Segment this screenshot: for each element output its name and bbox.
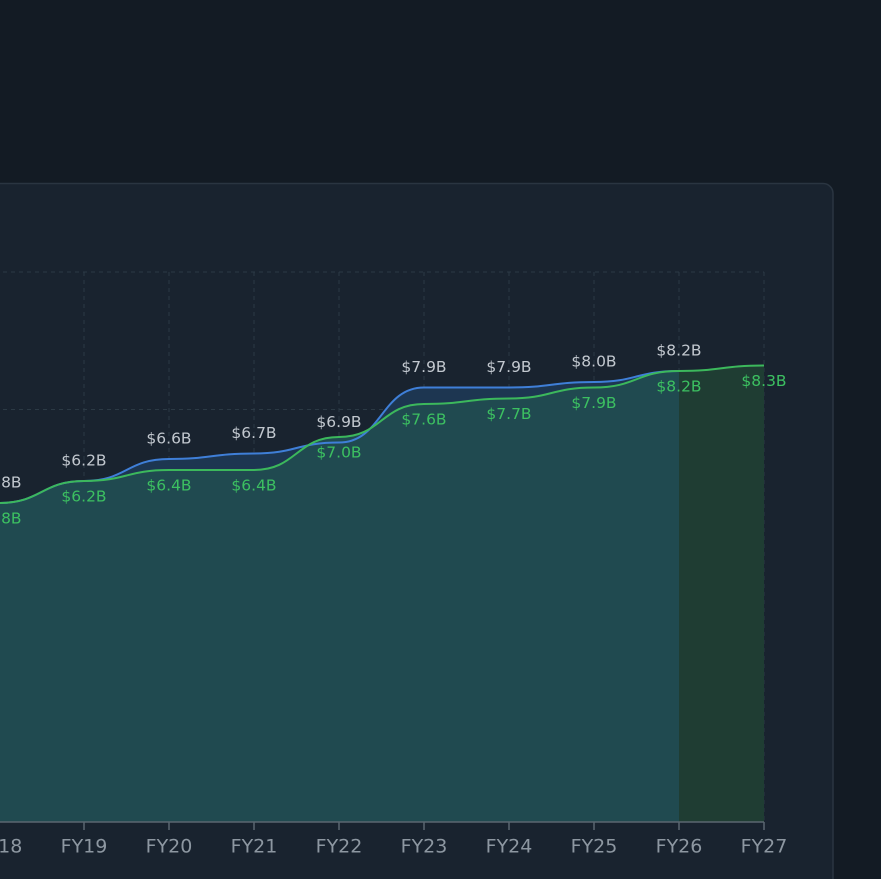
- x-tick-label: FY23: [401, 836, 448, 858]
- data-label: $8.3B: [741, 372, 786, 390]
- data-label: $7.9B: [571, 394, 616, 412]
- data-label: $5.8B: [0, 510, 22, 528]
- x-tick-label: FY19: [61, 836, 108, 858]
- data-label: $6.2B: [61, 488, 106, 506]
- series-line: [0, 370, 680, 504]
- data-label: $8.2B: [656, 378, 701, 396]
- x-tick-label: FY20: [146, 836, 193, 858]
- x-tick-label: FY26: [656, 836, 703, 858]
- data-label: $6.2B: [61, 452, 106, 470]
- forecast-region: [679, 365, 764, 822]
- data-label: $6.9B: [316, 413, 361, 431]
- data-label: $6.4B: [146, 477, 191, 495]
- data-label: $7.7B: [486, 405, 531, 423]
- data-label: $7.0B: [316, 444, 361, 462]
- data-label: $6.6B: [146, 430, 191, 448]
- x-tick-label: FY27: [741, 836, 788, 858]
- data-label: $7.6B: [401, 411, 446, 429]
- x-tick-label: FY25: [571, 836, 618, 858]
- data-label: $5.8B: [0, 474, 22, 492]
- area: [0, 365, 764, 822]
- series-line: [0, 364, 765, 504]
- data-label: $6.7B: [231, 424, 276, 442]
- data-label: $6.4B: [231, 477, 276, 495]
- plot: $5.8B $6.2B $6.6B $6.7B $6.9B $7.9B $7.9B $8.0B…: [0, 271, 788, 858]
- data-label: $7.9B: [401, 358, 446, 376]
- x-tick-label: FY18: [0, 836, 22, 858]
- x-tick-label: FY21: [231, 836, 278, 858]
- x-tick-label: FY24: [486, 836, 533, 858]
- data-label: $7.9B: [486, 358, 531, 376]
- data-label: $8.0B: [571, 353, 616, 371]
- data-label: $8.2B: [656, 342, 701, 360]
- x-tick-label: FY22: [316, 836, 363, 858]
